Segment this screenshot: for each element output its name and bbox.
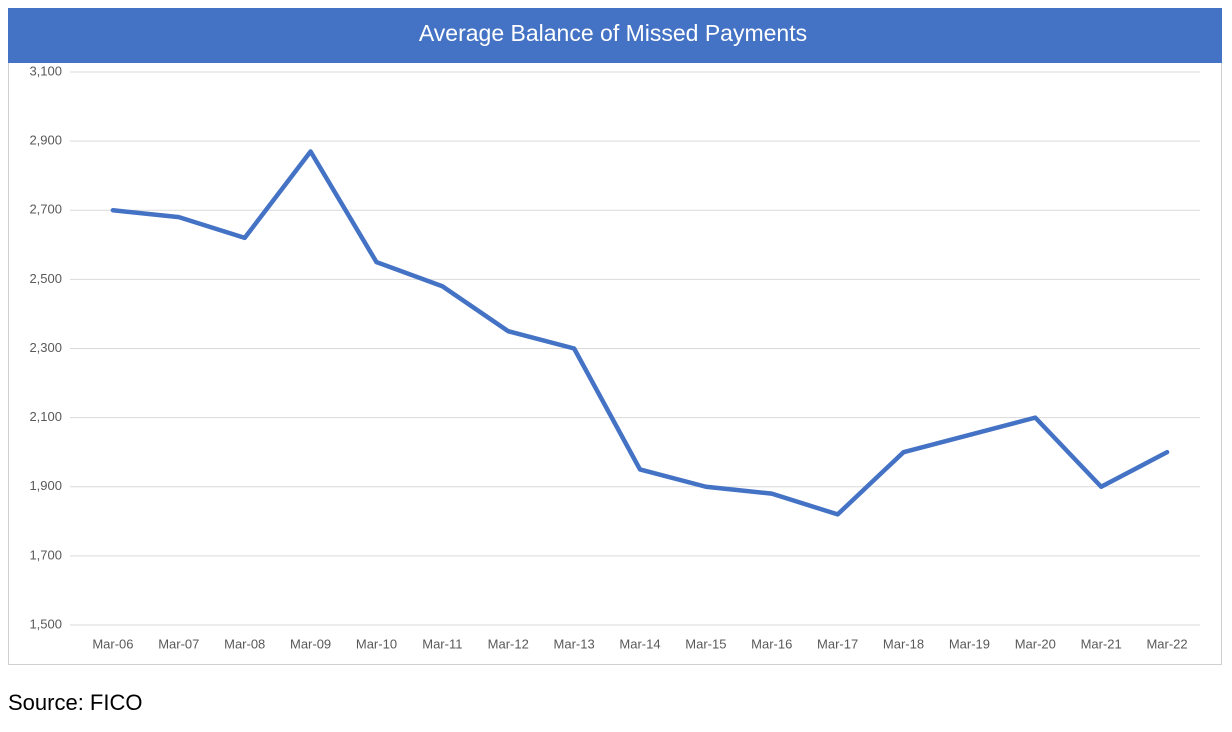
y-tick-label: 2,500 bbox=[29, 271, 62, 286]
data-line bbox=[110, 149, 1170, 517]
x-tick-label: Mar-22 bbox=[1146, 636, 1187, 651]
y-tick-label: 1,500 bbox=[29, 616, 62, 631]
y-tick-label: 2,700 bbox=[29, 202, 62, 217]
x-tick-label: Mar-14 bbox=[619, 636, 660, 651]
chart-title: Average Balance of Missed Payments bbox=[419, 20, 807, 46]
x-tick-label: Mar-11 bbox=[422, 636, 462, 651]
title-bar bbox=[8, 8, 1222, 63]
y-tick-label: 2,900 bbox=[29, 133, 62, 148]
x-tick-label: Mar-21 bbox=[1081, 636, 1122, 651]
y-tick-label: 2,300 bbox=[29, 340, 62, 355]
x-tick-label: Mar-10 bbox=[356, 636, 397, 651]
x-tick-label: Mar-07 bbox=[158, 636, 199, 651]
x-tick-label: Mar-20 bbox=[1015, 636, 1056, 651]
x-tick-label: Mar-12 bbox=[488, 636, 529, 651]
x-tick-label: Mar-06 bbox=[92, 636, 133, 651]
y-tick-label: 3,100 bbox=[29, 63, 62, 78]
y-tick-label: 1,900 bbox=[29, 478, 62, 493]
x-tick-label: Mar-17 bbox=[817, 636, 858, 651]
y-tick-label: 1,700 bbox=[29, 547, 62, 562]
x-tick-label: Mar-15 bbox=[685, 636, 726, 651]
x-tick-label: Mar-16 bbox=[751, 636, 792, 651]
x-tick-label: Mar-13 bbox=[554, 636, 595, 651]
chart-frame bbox=[8, 8, 1222, 665]
x-tick-label: Mar-18 bbox=[883, 636, 924, 651]
x-tick-label: Mar-19 bbox=[949, 636, 990, 651]
y-tick-label: 2,100 bbox=[29, 409, 62, 424]
source-note: Source: FICO bbox=[8, 690, 142, 715]
x-tick-label: Mar-08 bbox=[224, 636, 265, 651]
x-tick-label: Mar-09 bbox=[290, 636, 331, 651]
